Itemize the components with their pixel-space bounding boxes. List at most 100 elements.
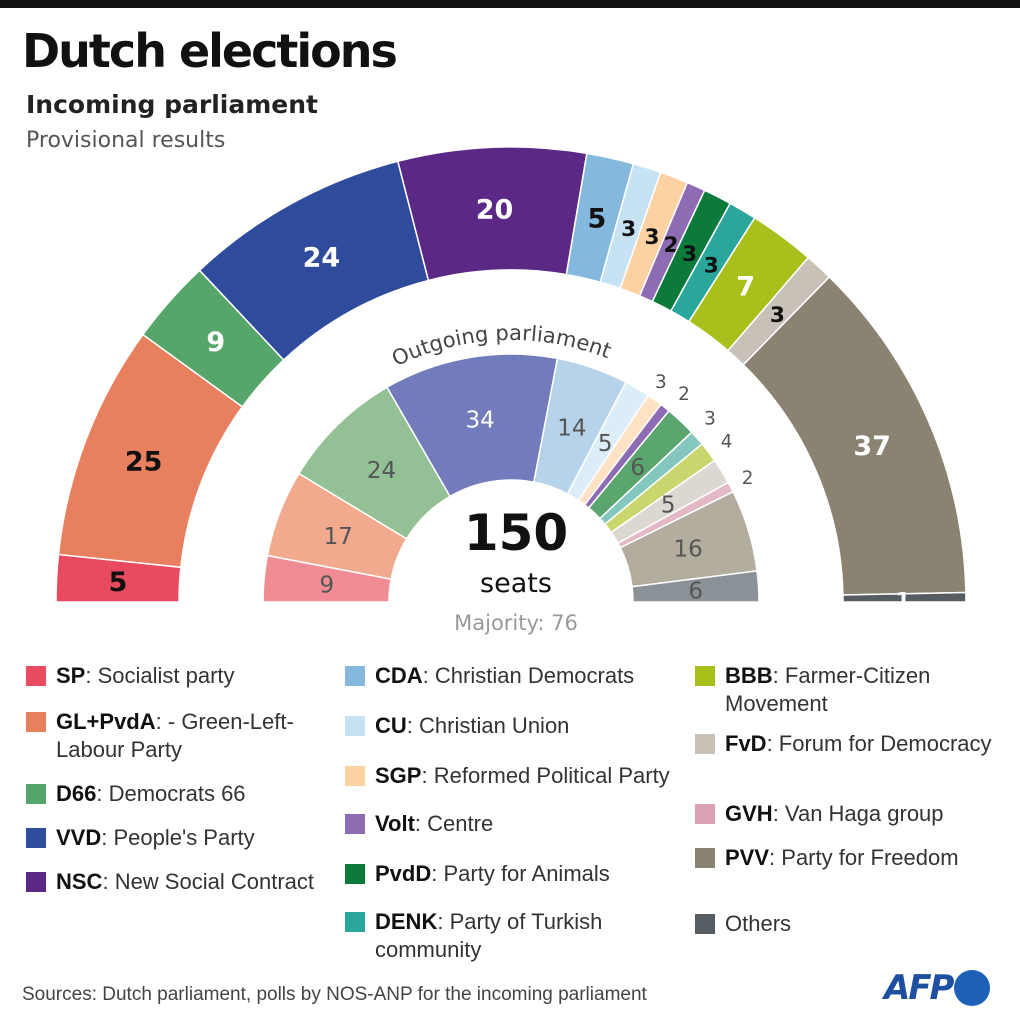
legend-code: NSC [56,869,103,894]
legend-swatch [345,864,365,884]
legend-label: GL+PvdA: - Green-Left-Labour Party [56,709,294,762]
legend-name: Farmer-Citizen Movement [725,663,931,716]
legend-swatch [26,828,46,848]
legend-code: GL+PvdA [56,709,156,734]
legend-swatch [26,712,46,732]
legend-label: SP: Socialist party [56,663,235,688]
legend-name: Christian Union [419,713,570,738]
legend-label: NSC: New Social Contract [56,869,314,894]
legend-name: Socialist party [97,663,235,688]
legend-code: D66 [56,781,97,806]
legend-item-fvd: FvD: Forum for Democracy [695,730,1005,758]
incoming-label-pvdd: 3 [682,242,697,267]
legend-swatch [695,848,715,868]
legend-swatch [695,666,715,686]
legend-name: New Social Contract [114,869,314,894]
afp-logo: AFP [884,968,991,1008]
outgoing-label-fvd: 5 [661,493,676,519]
outgoing-label-cda: 14 [557,415,586,441]
chart-note: Provisional results [26,128,226,153]
outgoing-segment-others [631,570,760,603]
legend-label: FvD: Forum for Democracy [725,731,992,756]
legend-item-cu: CU: Christian Union [345,712,690,740]
legend-code: PvdD [375,861,432,886]
legend-swatch [345,766,365,786]
legend-item-pvv: PVV: Party for Freedom [695,844,1005,872]
incoming-label-cu: 3 [621,217,636,242]
outgoing-label-sp: 9 [320,573,335,599]
chart-subtitle: Incoming parliament [26,90,318,119]
logo-circle [954,970,991,1006]
incoming-label-cda: 5 [587,203,606,234]
legend-label: Others [725,911,792,936]
legend-item-nsc: NSC: New Social Contract [26,868,326,896]
legend-name: Christian Democrats [434,663,635,688]
incoming-label-fvd: 3 [770,303,785,328]
incoming-label-denk: 3 [704,254,719,279]
total-seats: 150 [464,504,568,562]
legend-code: BBB [725,663,773,688]
outgoing-label-d66: 24 [367,458,396,484]
incoming-label-vvd: 24 [303,243,341,274]
legend-swatch [695,734,715,754]
legend-item-bbb: BBB: Farmer-Citizen Movement [695,662,1005,718]
legend-name: Forum for Democracy [778,731,992,756]
legend-label: BBB: Farmer-Citizen Movement [725,663,931,716]
legend-code: SP [56,663,86,688]
chart-title: Dutch elections [22,24,398,78]
legend-swatch [695,804,715,824]
majority-label: Majority: 76 [454,611,578,635]
outgoing-label-denk: 3 [704,409,716,430]
legend-label: PvdD: Party for Animals [375,861,610,886]
legend-name: Reformed Political Party [433,763,670,788]
outgoing-label-pvdd: 6 [630,455,645,481]
legend-code: GVH [725,801,773,826]
outgoing-label-others: 6 [688,578,703,604]
legend-item-d66: D66: Democrats 66 [26,780,326,808]
incoming-label-bbb: 7 [736,272,755,303]
incoming-label-sgp: 3 [645,225,660,250]
legend-swatch [26,784,46,804]
legend-item-volt: Volt: Centre [345,810,690,838]
legend-label: D66: Democrats 66 [56,781,246,806]
outgoing-label-sgp: 3 [655,372,667,393]
incoming-label-nsc: 20 [476,194,514,225]
legend-name: - Green-Left-Labour Party [56,709,294,762]
legend-name: Party for Freedom [781,845,959,870]
outgoing-label-vvd: 34 [466,408,495,434]
incoming-label-pvv: 37 [853,431,891,462]
legend-name: Centre [427,811,494,836]
legend-code: VVD [56,825,102,850]
incoming-label-volt: 2 [664,233,679,258]
legend-item-gvh: GVH: Van Haga group [695,800,1005,828]
legend-item-glpvda: GL+PvdA: - Green-Left-Labour Party [26,708,326,764]
legend-item-sp: SP: Socialist party [26,662,326,690]
legend-swatch [345,814,365,834]
legend-swatch [345,716,365,736]
incoming-label-d66: 9 [206,327,225,358]
incoming-segment-others [842,591,967,603]
incoming-label-others: 1 [895,588,910,613]
legend-code: PVV [725,845,770,870]
total-seats-label: seats [480,568,552,599]
legend-item-others: Others [695,910,1005,938]
legend-code: DENK [375,909,438,934]
legend-name: Party for Animals [443,861,610,886]
legend-name: Party of Turkish community [375,909,603,962]
outgoing-label-cu: 5 [598,431,613,457]
legend-name: Van Haga group [784,801,944,826]
legend-label: VVD: People's Party [56,825,255,850]
legend-item-cda: CDA: Christian Democrats [345,662,690,690]
legend-swatch [695,914,715,934]
legend-swatch [345,912,365,932]
legend-code: FvD [725,731,767,756]
source-note: Sources: Dutch parliament, polls by NOS-… [22,984,647,1005]
outgoing-label-volt: 2 [678,384,690,405]
outgoing-label-glpvda: 17 [324,524,353,550]
legend-item-vvd: VVD: People's Party [26,824,326,852]
incoming-label-sp: 5 [109,567,128,598]
legend-item-denk: DENK: Party of Turkish community [345,908,690,964]
top-bar [0,0,1020,8]
